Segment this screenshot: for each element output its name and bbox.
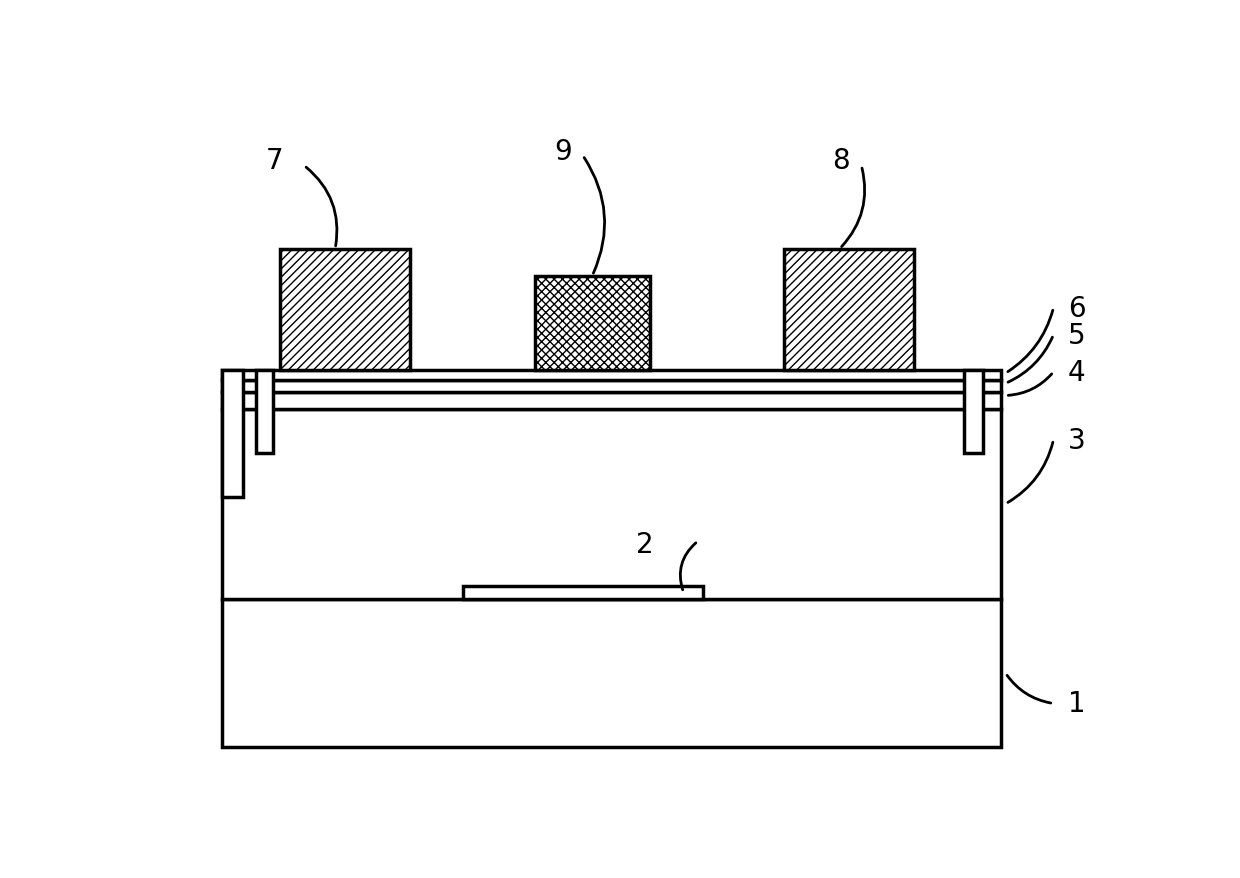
Bar [463,587,703,599]
Bar [965,371,983,454]
Text: 6: 6 [1068,294,1085,322]
Bar [280,249,409,371]
Text: 7: 7 [265,147,283,175]
Text: 2: 2 [635,531,653,558]
Text: 4: 4 [1068,358,1085,386]
Text: 1: 1 [1068,690,1085,717]
Bar [222,409,1001,599]
Bar [534,277,650,371]
Bar [222,599,1001,748]
Text: 5: 5 [1068,321,1085,349]
Text: 3: 3 [1068,426,1086,454]
Bar [222,371,243,498]
Bar [222,371,1001,380]
Text: 8: 8 [832,147,851,175]
Bar [222,380,1001,392]
Bar [222,392,1001,409]
Bar [255,371,273,454]
Text: 9: 9 [554,137,572,165]
Bar [785,249,914,371]
